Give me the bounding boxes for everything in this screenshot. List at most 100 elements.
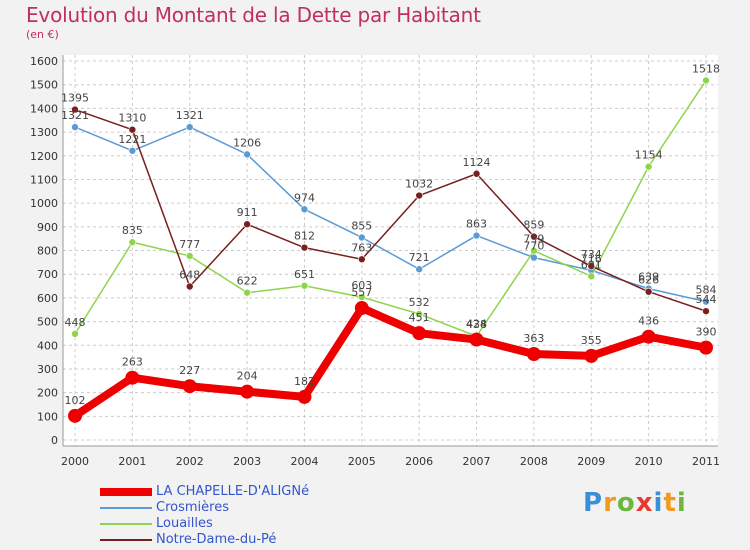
data-label: 734 (581, 248, 602, 261)
data-label: 1154 (635, 149, 663, 162)
legend-swatch-la-chapelle (100, 488, 152, 496)
logo-letter: r (603, 488, 617, 518)
data-label: 626 (638, 274, 659, 287)
logo-letter: i (676, 488, 687, 518)
data-label: 639 (638, 271, 659, 284)
y-tick-label: 400 (37, 339, 58, 352)
data-point (354, 301, 369, 316)
legend-label-crosmieres: Crosmières (156, 500, 229, 515)
data-label: 855 (351, 219, 372, 232)
data-label: 436 (638, 315, 659, 328)
logo-letter: t (663, 488, 677, 518)
data-point (243, 150, 251, 159)
data-point (243, 288, 251, 297)
data-label: 812 (294, 230, 315, 243)
data-label: 1032 (405, 178, 433, 191)
data-point (469, 332, 484, 347)
data-point (412, 326, 427, 341)
data-label: 777 (179, 238, 200, 251)
data-label: 532 (409, 296, 430, 309)
data-point (415, 191, 423, 200)
data-point (415, 265, 423, 274)
data-label: 863 (466, 218, 487, 231)
x-tick-label: 2005 (348, 455, 376, 468)
data-label: 763 (351, 241, 372, 254)
data-label: 1124 (463, 156, 491, 169)
data-point (128, 146, 137, 155)
x-tick-label: 2001 (118, 455, 146, 468)
legend-swatch-crosmieres (100, 507, 152, 509)
data-label: 355 (581, 334, 602, 347)
y-tick-label: 1300 (30, 126, 58, 139)
data-label: 1221 (118, 133, 146, 146)
data-point (526, 347, 541, 362)
data-label: 648 (179, 269, 200, 282)
y-tick-label: 100 (37, 410, 58, 423)
logo-letter: P (583, 488, 604, 518)
y-tick-label: 1500 (30, 79, 58, 92)
x-tick-label: 2008 (520, 455, 548, 468)
data-label: 835 (122, 224, 143, 237)
data-point (358, 233, 366, 242)
data-point (185, 123, 194, 131)
data-point (300, 243, 309, 252)
data-point (182, 379, 197, 394)
data-label: 448 (65, 316, 86, 329)
data-label: 721 (409, 251, 430, 264)
data-label: 1321 (61, 109, 89, 122)
data-point (702, 76, 710, 85)
data-label: 1310 (118, 112, 146, 125)
data-label: 451 (409, 311, 430, 324)
data-point (300, 281, 309, 290)
data-label: 622 (237, 275, 258, 288)
series-line (71, 304, 710, 420)
legend-label-notre-dame: Notre-Dame-du-Pé (156, 532, 277, 547)
data-point (587, 272, 596, 281)
data-point (71, 330, 79, 338)
data-label: 691 (581, 258, 602, 271)
y-tick-label: 700 (37, 268, 58, 281)
data-label: 102 (65, 394, 86, 407)
data-label: 557 (351, 286, 372, 299)
y-tick-label: 0 (51, 434, 58, 447)
data-label: 651 (294, 268, 315, 281)
y-tick-label: 600 (37, 292, 58, 305)
data-label: 204 (237, 370, 258, 383)
y-tick-label: 1000 (30, 197, 58, 210)
chart-subtitle: (en €) (26, 28, 59, 41)
data-label: 716 (581, 252, 602, 265)
data-point (240, 384, 255, 399)
y-tick-label: 1400 (30, 102, 58, 115)
data-label: 390 (696, 326, 717, 339)
y-tick-label: 1600 (30, 55, 58, 68)
data-label: 603 (351, 279, 372, 292)
data-label: 544 (696, 293, 717, 306)
logo-letter: x (635, 488, 654, 518)
x-tick-label: 2000 (61, 455, 89, 468)
proxiti-logo: Proxiti (583, 488, 687, 518)
data-point (699, 340, 713, 355)
y-tick-label: 200 (37, 387, 58, 400)
data-label: 584 (696, 284, 717, 297)
data-point (530, 246, 538, 255)
data-label: 770 (523, 240, 544, 253)
y-tick-label: 300 (37, 363, 58, 376)
y-tick-label: 800 (37, 245, 58, 258)
data-label: 859 (523, 219, 544, 232)
data-point (587, 262, 596, 270)
legend-swatch-notre-dame (100, 539, 152, 541)
data-point (472, 231, 481, 240)
logo-letter: i (653, 488, 664, 518)
data-point (641, 329, 656, 344)
data-point (702, 297, 710, 306)
data-point (71, 105, 79, 114)
data-label: 363 (523, 332, 544, 345)
data-point (358, 293, 366, 301)
data-point (472, 169, 481, 178)
data-label: 227 (179, 364, 200, 377)
data-point (584, 348, 599, 363)
data-point (530, 232, 538, 241)
x-tick-label: 2011 (692, 455, 720, 468)
data-point (644, 162, 653, 171)
